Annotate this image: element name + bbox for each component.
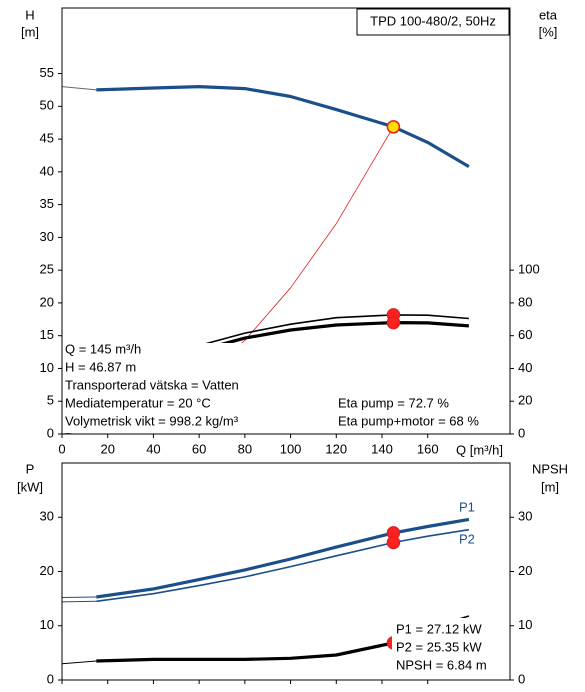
info-text: P2 = 25.35 kW: [396, 639, 482, 654]
y2-tick-label: 30: [518, 509, 532, 524]
y2-tick-label: 100: [518, 262, 540, 277]
series-line: [96, 641, 394, 663]
plot-frame: [61, 462, 511, 681]
series-line: [96, 517, 470, 599]
info-text: NPSH = 6.84 m: [396, 657, 487, 672]
y-unit: [m]: [21, 24, 39, 39]
y2-tick-label: 40: [518, 360, 532, 375]
operating-point: [386, 315, 401, 330]
x-tick-label: 20: [100, 441, 114, 456]
y-tick-label: 55: [40, 65, 54, 80]
eta-text: Eta pump = 72.7 %: [338, 395, 449, 410]
series-label: P2: [459, 531, 475, 546]
series-line: [61, 596, 97, 598]
series-line: [198, 314, 469, 347]
y-tick-label: 0: [47, 671, 54, 686]
info-box: [63, 343, 509, 433]
y-tick-label: 10: [40, 360, 54, 375]
y2-tick-label: 20: [518, 563, 532, 578]
title-box: [356, 8, 510, 36]
y-label: P: [26, 461, 35, 476]
y-tick-label: 20: [40, 563, 54, 578]
x-tick-label: 60: [192, 441, 206, 456]
x-label: Q [m³/h]: [456, 442, 503, 457]
y2-label: eta: [539, 7, 558, 22]
y-tick-label: 0: [47, 425, 54, 440]
y-label: H: [25, 7, 34, 22]
y2-tick-label: 10: [518, 617, 532, 632]
eta-text: Eta pump+motor = 68 %: [338, 413, 479, 428]
info-text: Volymetrisk vikt = 998.2 kg/m³: [65, 413, 239, 428]
info-box: [392, 618, 502, 676]
series-line: [61, 86, 97, 91]
power-plot: 0 10 20 30 0 10 20 30: [40, 509, 533, 687]
y-tick-label: 10: [40, 617, 54, 632]
info-text: Mediatemperatur = 20 °C: [65, 395, 211, 410]
y2-unit: [m]: [541, 479, 559, 494]
operating-point: [386, 535, 401, 550]
y2-tick-label: 60: [518, 327, 532, 342]
info-text: P1 = 27.12 kW: [396, 621, 482, 636]
y-tick-label: 50: [40, 98, 54, 113]
head-plot: 0 5 10 15 20 25 30 35 40 45 50 55 0 20 40 60 80 100 0 20 40 6…: [40, 65, 540, 456]
y2-label: NPSH: [532, 461, 568, 476]
y2-unit: [%]: [539, 24, 558, 39]
y-tick-label: 40: [40, 163, 54, 178]
y-tick-label: 15: [40, 327, 54, 342]
y-tick-label: 20: [40, 294, 54, 309]
series-line: [61, 600, 97, 603]
info-text: H = 46.87 m: [65, 359, 136, 374]
x-tick-label: 140: [371, 441, 393, 456]
x-tick-label: 40: [146, 441, 160, 456]
y2-tick-label: 80: [518, 294, 532, 309]
y-tick-label: 5: [47, 393, 54, 408]
y-tick-label: 35: [40, 196, 54, 211]
series-line: [96, 528, 470, 603]
x-tick-label: 100: [280, 441, 302, 456]
x-tick-label: 120: [325, 441, 347, 456]
y2-tick-label: 0: [518, 671, 525, 686]
y-tick-label: 30: [40, 509, 54, 524]
x-tick-label: 0: [58, 441, 65, 456]
series-line: [96, 85, 470, 168]
y2-tick-label: 20: [518, 393, 532, 408]
series-label: P1: [459, 499, 475, 514]
chart-title: TPD 100-480/2, 50Hz: [370, 13, 496, 28]
plot-frame: [61, 7, 511, 435]
y-unit: [kW]: [17, 479, 43, 494]
operating-point: [386, 120, 401, 134]
y-tick-label: 45: [40, 131, 54, 146]
x-tick-label: 160: [417, 441, 439, 456]
info-text: Q = 145 m³/h: [65, 341, 141, 356]
y-tick-label: 25: [40, 262, 54, 277]
series-line: [198, 321, 470, 352]
x-tick-label: 80: [238, 441, 252, 456]
info-text: Transporterad vätska = Vatten: [65, 377, 239, 392]
series-line: [61, 660, 97, 665]
y2-tick-label: 0: [518, 425, 525, 440]
y-tick-label: 30: [40, 229, 54, 244]
